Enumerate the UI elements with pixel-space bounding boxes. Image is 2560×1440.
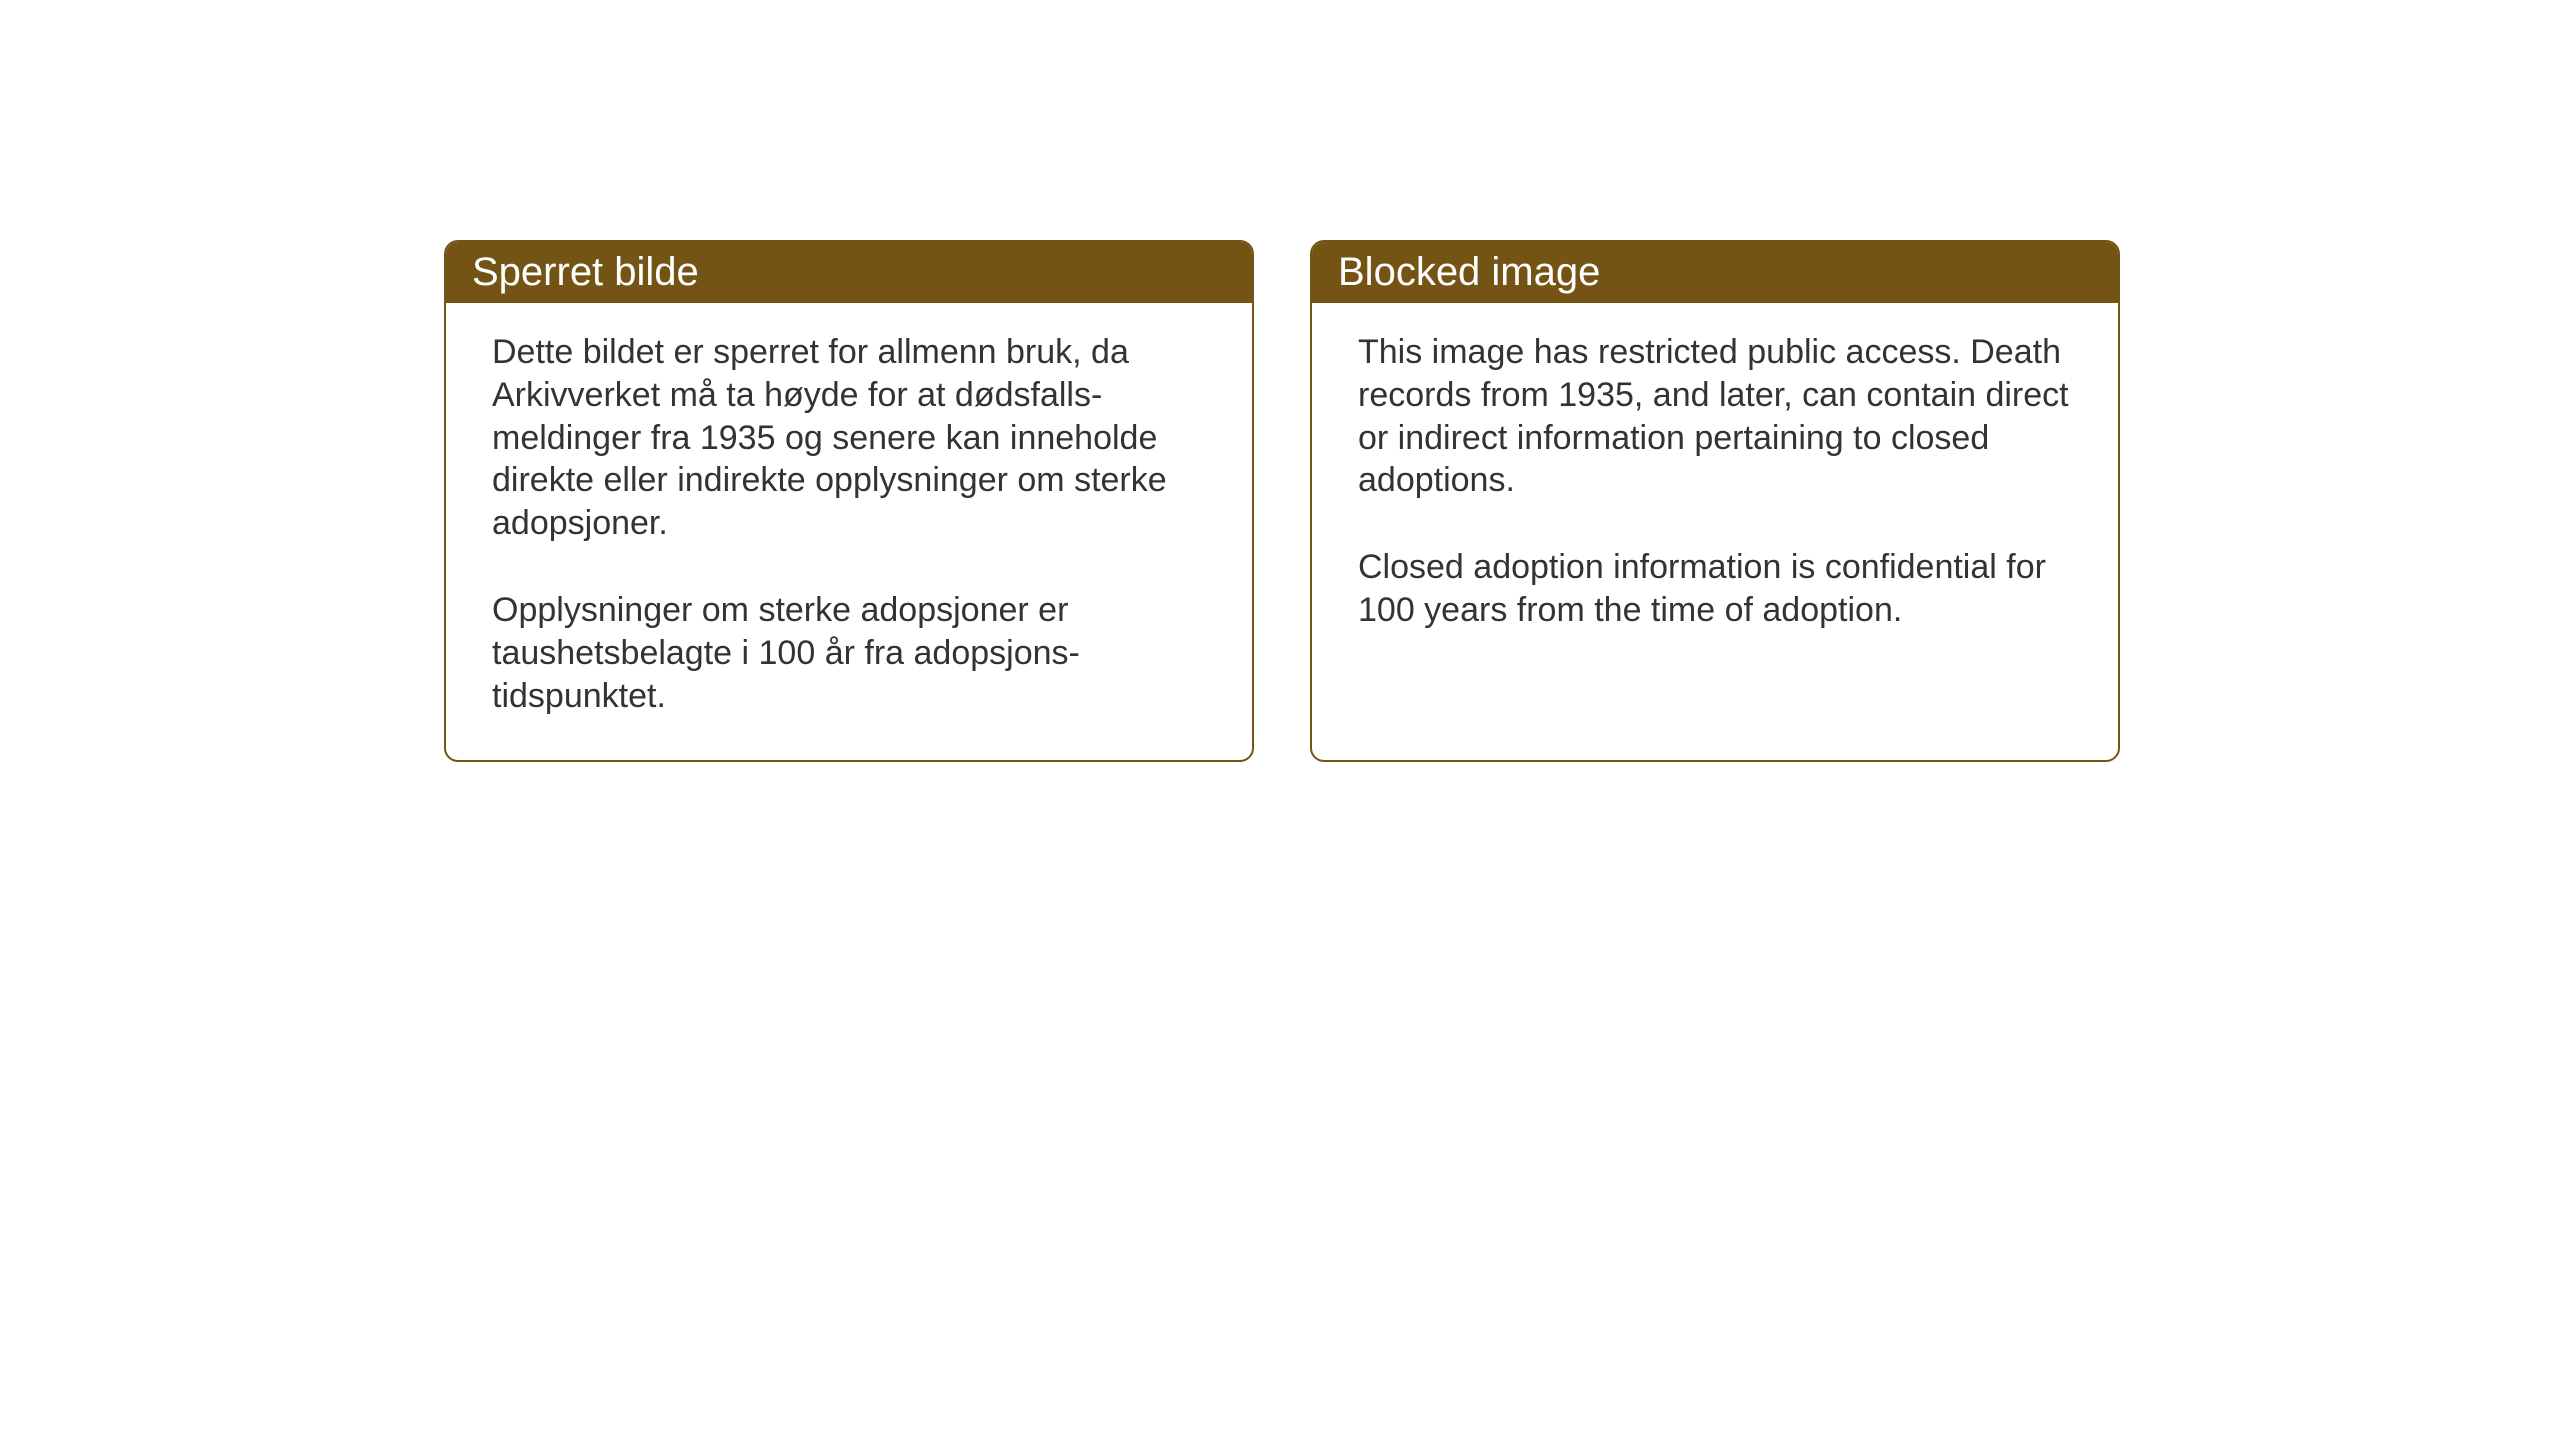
- card-body-english: This image has restricted public access.…: [1312, 303, 2118, 674]
- card-header-english: Blocked image: [1312, 242, 2118, 303]
- notice-card-english: Blocked image This image has restricted …: [1310, 240, 2120, 762]
- notice-card-norwegian: Sperret bilde Dette bildet er sperret fo…: [444, 240, 1254, 762]
- card-body-norwegian: Dette bildet er sperret for allmenn bruk…: [446, 303, 1252, 760]
- paragraph-1-norwegian: Dette bildet er sperret for allmenn bruk…: [492, 331, 1206, 545]
- paragraph-2-norwegian: Opplysninger om sterke adopsjoner er tau…: [492, 589, 1206, 717]
- paragraph-2-english: Closed adoption information is confident…: [1358, 546, 2072, 632]
- card-title-norwegian: Sperret bilde: [472, 250, 699, 294]
- card-header-norwegian: Sperret bilde: [446, 242, 1252, 303]
- notice-container: Sperret bilde Dette bildet er sperret fo…: [444, 240, 2120, 762]
- paragraph-1-english: This image has restricted public access.…: [1358, 331, 2072, 502]
- card-title-english: Blocked image: [1338, 250, 1600, 294]
